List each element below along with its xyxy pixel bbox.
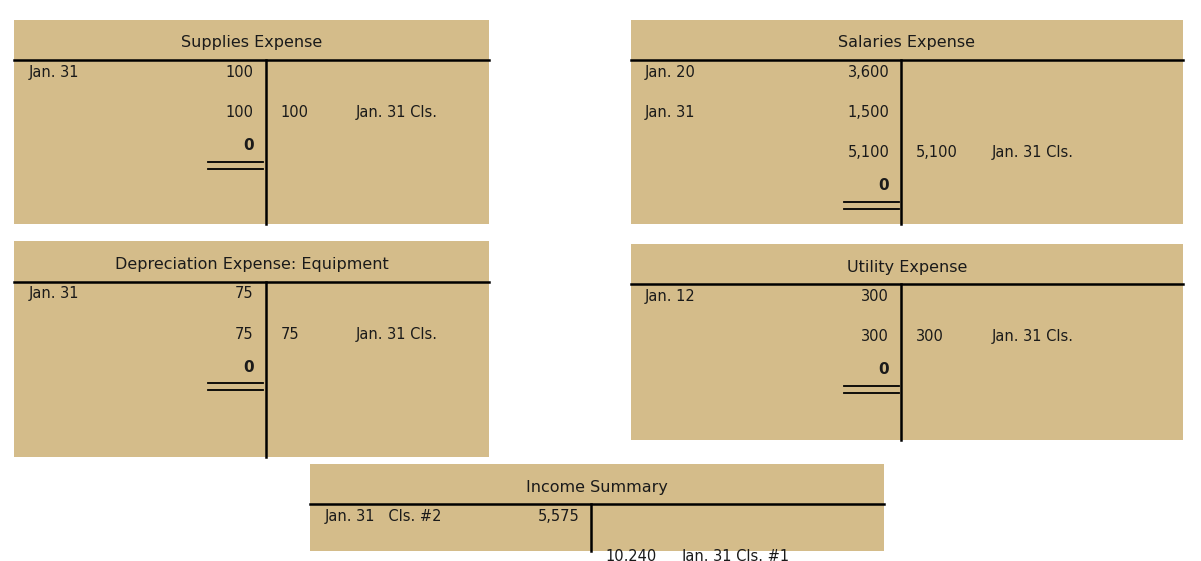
Text: 5,575: 5,575 [537, 509, 579, 524]
Text: Jan. 31: Jan. 31 [29, 286, 79, 301]
Text: Jan. 31: Jan. 31 [645, 105, 695, 120]
Text: 75: 75 [280, 327, 299, 342]
FancyBboxPatch shape [631, 244, 1183, 440]
Text: 75: 75 [235, 327, 253, 342]
Text: 300: 300 [861, 329, 889, 344]
Text: 5,100: 5,100 [848, 145, 889, 160]
Text: 0: 0 [879, 362, 889, 378]
Text: Utility Expense: Utility Expense [847, 260, 967, 275]
FancyBboxPatch shape [14, 241, 489, 457]
Text: 3,600: 3,600 [848, 65, 889, 80]
Text: 0: 0 [244, 360, 253, 375]
Text: 75: 75 [235, 286, 253, 301]
Text: Jan. 31 Cls.: Jan. 31 Cls. [991, 145, 1074, 160]
Text: 300: 300 [915, 329, 944, 344]
Text: Salaries Expense: Salaries Expense [838, 35, 975, 50]
Text: Jan. 31   Cls. #2: Jan. 31 Cls. #2 [324, 509, 442, 524]
Text: Jan. 31 Cls.: Jan. 31 Cls. [355, 105, 438, 120]
FancyBboxPatch shape [631, 20, 1183, 224]
Text: Depreciation Expense: Equipment: Depreciation Expense: Equipment [115, 257, 388, 272]
Text: Jan. 31: Jan. 31 [29, 65, 79, 80]
Text: Jan. 12: Jan. 12 [645, 289, 695, 304]
Text: 100: 100 [280, 105, 309, 120]
Text: 1,500: 1,500 [848, 105, 889, 120]
Text: 10,240: 10,240 [605, 549, 657, 561]
Text: 5,100: 5,100 [915, 145, 957, 160]
FancyBboxPatch shape [14, 20, 489, 224]
Text: Supplies Expense: Supplies Expense [181, 35, 322, 50]
Text: 100: 100 [226, 105, 253, 120]
Text: 100: 100 [226, 65, 253, 80]
Text: Jan. 31 Cls. #1: Jan. 31 Cls. #1 [681, 549, 789, 561]
Text: 300: 300 [861, 289, 889, 304]
Text: Jan. 20: Jan. 20 [645, 65, 695, 80]
Text: Income Summary: Income Summary [526, 480, 668, 495]
Text: 0: 0 [879, 178, 889, 194]
Text: Jan. 31 Cls.: Jan. 31 Cls. [355, 327, 438, 342]
Text: Jan. 31 Cls.: Jan. 31 Cls. [991, 329, 1074, 344]
FancyBboxPatch shape [310, 464, 884, 551]
Text: 0: 0 [244, 138, 253, 153]
